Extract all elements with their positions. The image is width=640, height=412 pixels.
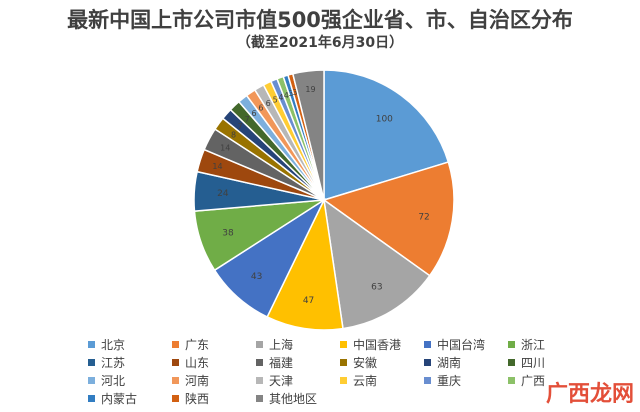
- legend-item-17: 广西: [508, 372, 592, 388]
- legend-swatch: [508, 358, 515, 366]
- legend-swatch: [256, 394, 263, 402]
- legend-item-19: 陕西: [172, 390, 256, 406]
- data-label-6: 24: [217, 189, 229, 199]
- data-label-4: 43: [251, 272, 262, 282]
- data-label-0: 100: [376, 115, 393, 125]
- legend-item-7: 山东: [172, 354, 256, 370]
- data-label-8: 14: [220, 144, 230, 153]
- legend-label: 河南: [185, 373, 210, 388]
- pie-slice-0: [323, 69, 450, 202]
- legend-item-15: 云南: [340, 372, 424, 388]
- legend-swatch: [88, 358, 95, 366]
- legend-swatch: [88, 394, 95, 402]
- legend-swatch: [172, 376, 179, 384]
- chart-title: 最新中国上市公司市值500强企业省、市、自治区分布: [67, 8, 573, 32]
- data-label-1: 72: [418, 212, 429, 222]
- legend-label: 上海: [269, 337, 294, 352]
- legend-swatch: [340, 340, 347, 348]
- legend-label: 福建: [269, 355, 294, 370]
- data-label-2: 63: [371, 283, 382, 293]
- chart-legend: 北京 广东 上海 中国香港 中国台湾 浙江江苏 山东 福建 安徽 湖南 四川河北 河南 天津 云南 重庆 广西…: [88, 336, 608, 406]
- data-label-14: 6: [266, 99, 271, 108]
- legend-swatch: [340, 376, 347, 384]
- legend-swatch: [88, 376, 95, 384]
- legend-label: 重庆: [437, 373, 462, 388]
- legend-swatch: [256, 358, 263, 366]
- legend-item-6: 江苏: [88, 354, 172, 370]
- data-label-9: 8: [231, 130, 236, 139]
- pie-slice-3: [266, 197, 344, 331]
- legend-swatch: [172, 394, 179, 402]
- legend-swatch: [340, 358, 347, 366]
- data-label-7: 14: [212, 162, 222, 171]
- legend-label: 天津: [269, 373, 294, 388]
- legend-item-8: 福建: [256, 354, 340, 370]
- data-label-20: 19: [305, 85, 315, 94]
- legend-swatch: [508, 340, 515, 348]
- data-label-3: 47: [303, 296, 314, 306]
- legend-label: 北京: [101, 337, 126, 352]
- chart-subtitle: （截至2021年6月30日）: [236, 35, 404, 51]
- data-label-19: 3: [293, 88, 298, 97]
- data-label-11: 7: [245, 115, 250, 124]
- legend-label: 四川: [521, 355, 546, 370]
- legend-swatch: [172, 340, 179, 348]
- legend-swatch: [424, 376, 431, 384]
- pie-slice-2: [323, 198, 431, 330]
- legend-label: 云南: [353, 373, 378, 388]
- legend-item-16: 重庆: [424, 372, 508, 388]
- legend-item-11: 四川: [508, 354, 592, 370]
- legend-label: 其他地区: [269, 391, 318, 406]
- pie-slice-20: [291, 69, 325, 201]
- legend-label: 浙江: [521, 337, 546, 352]
- legend-item-5: 浙江: [508, 336, 592, 352]
- legend-item-14: 天津: [256, 372, 340, 388]
- legend-swatch: [424, 358, 431, 366]
- legend-item-1: 广东: [172, 336, 256, 352]
- legend-swatch: [256, 376, 263, 384]
- legend-item-18: 内蒙古: [88, 390, 172, 406]
- legend-label: 内蒙古: [101, 391, 138, 406]
- legend-item-9: 安徽: [340, 354, 424, 370]
- legend-label: 安徽: [353, 355, 378, 370]
- legend-item-0: 北京: [88, 336, 172, 352]
- data-label-15: 5: [273, 95, 278, 104]
- legend-item-12: 河北: [88, 372, 172, 388]
- data-label-17: 4: [284, 91, 289, 100]
- legend-label: 广西: [521, 373, 546, 388]
- data-label-18: 3: [288, 89, 293, 98]
- data-label-12: 6: [252, 109, 257, 118]
- data-label-13: 6: [258, 104, 263, 113]
- data-label-10: 7: [238, 122, 243, 131]
- legend-item-4: 中国台湾: [424, 336, 508, 352]
- legend-label: 中国香港: [353, 337, 402, 352]
- data-label-16: 4: [278, 93, 283, 102]
- legend-swatch: [88, 340, 95, 348]
- watermark-logo: 广西龙网: [545, 382, 634, 407]
- legend-item-3: 中国香港: [340, 336, 424, 352]
- legend-item-13: 河南: [172, 372, 256, 388]
- legend-item-20: 其他地区: [256, 390, 340, 406]
- legend-label: 广东: [185, 337, 210, 352]
- legend-item-10: 湖南: [424, 354, 508, 370]
- legend-swatch: [172, 358, 179, 366]
- legend-label: 湖南: [437, 355, 462, 370]
- data-label-5: 38: [222, 229, 234, 239]
- pie-slice-1: [322, 161, 455, 277]
- legend-label: 山东: [185, 355, 210, 370]
- legend-label: 陕西: [185, 391, 210, 406]
- legend-label: 中国台湾: [437, 337, 486, 352]
- legend-label: 江苏: [101, 355, 126, 370]
- legend-label: 河北: [101, 373, 126, 388]
- legend-swatch: [256, 340, 263, 348]
- legend-swatch: [508, 376, 515, 384]
- legend-swatch: [424, 340, 431, 348]
- legend-item-2: 上海: [256, 336, 340, 352]
